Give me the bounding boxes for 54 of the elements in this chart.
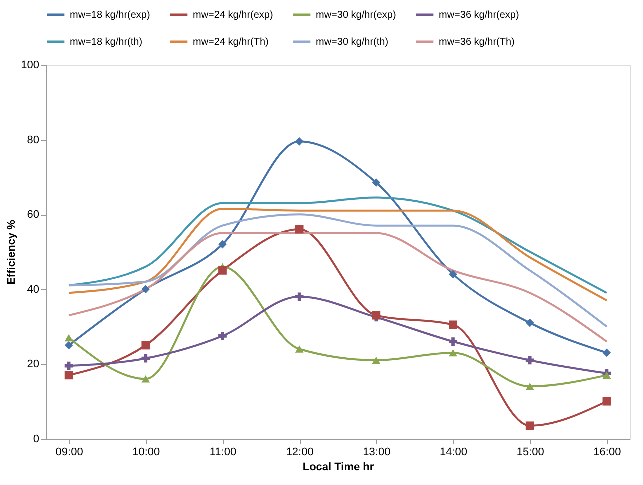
point bbox=[602, 397, 612, 406]
x-tick-label: 10:00 bbox=[132, 446, 160, 458]
point bbox=[602, 348, 612, 358]
point bbox=[142, 341, 150, 350]
point bbox=[64, 362, 74, 370]
x-tick-label: 14:00 bbox=[440, 446, 468, 458]
point bbox=[449, 320, 458, 330]
point bbox=[295, 292, 304, 302]
line-series bbox=[68, 214, 608, 328]
point bbox=[64, 341, 74, 350]
legend-label: mw=36 kg/hr(Th) bbox=[439, 37, 515, 48]
point bbox=[526, 383, 534, 390]
point bbox=[526, 356, 534, 365]
y-axis-title: Efficiency % bbox=[6, 220, 18, 285]
legend-label: mw=36 kg/hr(exp) bbox=[439, 10, 520, 21]
point bbox=[218, 332, 227, 340]
point bbox=[526, 422, 534, 430]
x-tick-label: 13:00 bbox=[363, 446, 391, 458]
y-tick-label: 60 bbox=[27, 209, 40, 222]
x-tick-label: 12:00 bbox=[286, 446, 314, 458]
x-tick-label: 09:00 bbox=[56, 446, 84, 458]
point bbox=[142, 285, 150, 294]
legend-label: mw=24 kg/hr(exp) bbox=[193, 10, 274, 21]
point bbox=[449, 349, 458, 357]
point bbox=[295, 225, 304, 234]
point bbox=[218, 266, 227, 275]
point bbox=[372, 356, 381, 364]
x-tick-label: 11:00 bbox=[210, 446, 237, 458]
y-tick-label: 0 bbox=[33, 434, 40, 446]
point bbox=[64, 334, 74, 342]
point bbox=[372, 178, 381, 187]
legend-label: mw=18 kg/hr(exp) bbox=[70, 10, 150, 21]
point bbox=[218, 240, 227, 249]
y-tick-label: 40 bbox=[27, 284, 40, 296]
point bbox=[295, 137, 304, 146]
y-tick-label: 100 bbox=[21, 60, 40, 72]
point bbox=[295, 346, 304, 353]
legend-label: mw=30 kg/hr(exp) bbox=[316, 10, 396, 21]
y-tick-label: 80 bbox=[27, 134, 40, 146]
point bbox=[142, 376, 150, 383]
line-series bbox=[68, 208, 608, 302]
point bbox=[449, 338, 458, 346]
legend-label: mw=24 kg/hr(Th) bbox=[193, 37, 269, 48]
x-tick-label: 15:00 bbox=[516, 446, 544, 458]
x-axis-title: Local Time hr bbox=[302, 462, 375, 474]
legend-label: mw=30 kg/hr(th) bbox=[316, 37, 389, 48]
point bbox=[526, 318, 534, 328]
point bbox=[449, 270, 458, 279]
point bbox=[64, 371, 74, 380]
y-tick-label: 20 bbox=[27, 358, 40, 371]
x-tick-label: 16:00 bbox=[594, 446, 622, 458]
point bbox=[142, 354, 150, 363]
legend-label: mw=18 kg/hr(th) bbox=[70, 37, 143, 48]
point bbox=[602, 372, 612, 380]
